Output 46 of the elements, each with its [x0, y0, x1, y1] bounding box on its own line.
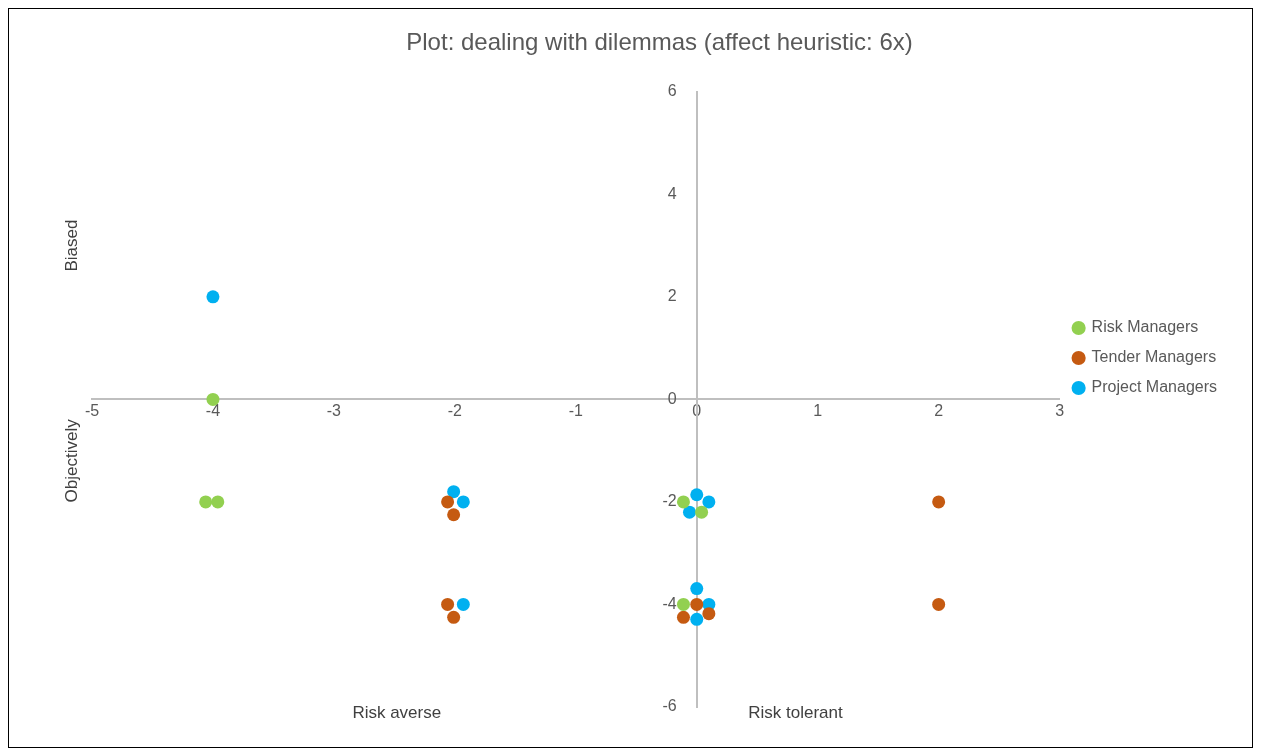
legend-label: Project Managers — [1091, 378, 1217, 396]
point — [676, 610, 690, 624]
x-tick-label: 2 — [934, 402, 944, 420]
point — [702, 495, 716, 509]
point — [441, 597, 455, 611]
point — [447, 610, 461, 624]
point — [206, 290, 220, 304]
legend-label: Risk Managers — [1091, 318, 1199, 336]
x-tick-label: -5 — [84, 402, 100, 420]
point — [199, 495, 213, 509]
annotation: Risk averse — [352, 702, 442, 722]
y-tick-label: 4 — [667, 184, 677, 202]
legend-label: Tender Managers — [1091, 348, 1217, 366]
point — [690, 582, 704, 596]
point — [456, 597, 470, 611]
x-tick-label: -1 — [568, 402, 584, 420]
point — [932, 597, 946, 611]
chart-title: Plot: dealing with dilemmas (affect heuristic: 6x) — [406, 28, 913, 56]
point — [690, 612, 704, 626]
annotation: Risk tolerant — [748, 702, 843, 722]
point — [932, 495, 946, 509]
text: Objectively — [61, 418, 81, 503]
x-tick-label: 3 — [1055, 402, 1065, 420]
x-tick-label: 1 — [813, 402, 823, 420]
y-tick-label: 2 — [667, 287, 677, 305]
point — [683, 505, 696, 519]
point — [690, 597, 704, 611]
point — [456, 495, 470, 509]
point — [211, 495, 225, 509]
y-tick-label: -6 — [662, 697, 677, 715]
point — [690, 488, 704, 502]
text: Biased — [61, 219, 81, 272]
y-tick-label: 0 — [667, 389, 677, 407]
y-tick-label: -2 — [662, 492, 677, 510]
y-tick-label: 6 — [667, 82, 677, 100]
point — [447, 485, 461, 499]
point — [676, 597, 690, 611]
x-tick-label: -2 — [447, 402, 463, 420]
x-tick-label: -4 — [205, 402, 221, 420]
point — [702, 607, 716, 621]
x-tick-label: -3 — [326, 402, 342, 420]
point — [676, 495, 690, 509]
point — [447, 508, 461, 522]
y-tick-label: -4 — [662, 594, 677, 612]
point — [695, 505, 709, 519]
point — [441, 495, 455, 509]
